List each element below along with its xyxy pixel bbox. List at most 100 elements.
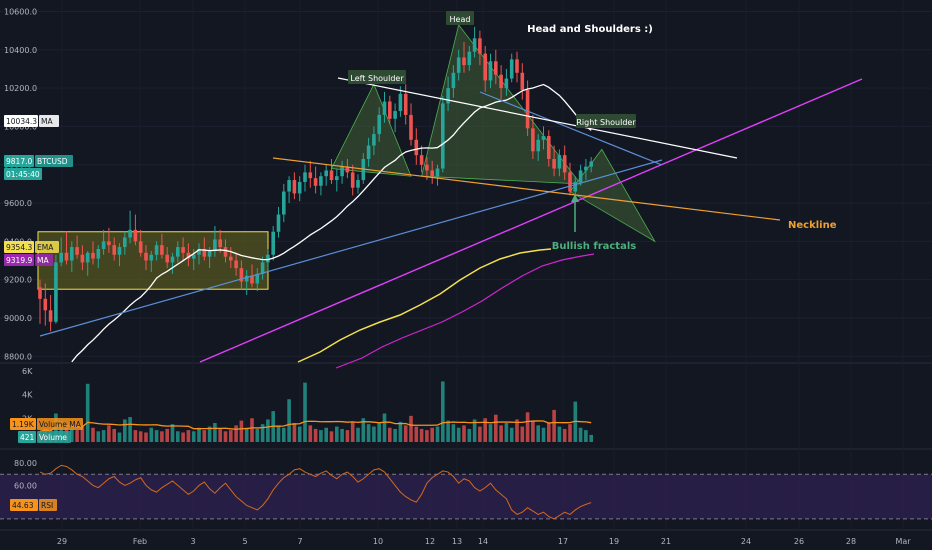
volume-bar bbox=[70, 428, 74, 442]
candle bbox=[38, 279, 42, 324]
candle bbox=[144, 245, 148, 271]
candle-body bbox=[181, 247, 185, 253]
candle bbox=[229, 247, 233, 269]
time-axis: 29 Feb 3 5 7 10 12 13 14 17 19 21 24 26 28 Mar bbox=[57, 537, 911, 546]
candle bbox=[547, 130, 551, 167]
candle bbox=[541, 126, 546, 150]
candle-body bbox=[478, 38, 482, 54]
volume-bar bbox=[441, 381, 445, 442]
volume-bar bbox=[80, 426, 85, 442]
candle bbox=[101, 229, 106, 255]
volume-tag-bg bbox=[18, 431, 36, 443]
candle-body bbox=[504, 78, 509, 89]
candle bbox=[255, 268, 260, 292]
white-trendline bbox=[337, 77, 738, 159]
candle bbox=[138, 229, 143, 257]
volume-bar bbox=[414, 426, 419, 442]
volume-bar bbox=[282, 427, 286, 442]
fractals-label: Bullish fractals bbox=[552, 241, 636, 252]
volume-ma-tag-name-bg bbox=[37, 418, 83, 430]
x-tick-label: 10 bbox=[373, 537, 383, 546]
candle bbox=[589, 157, 593, 173]
candle bbox=[59, 237, 63, 267]
candle bbox=[234, 252, 238, 276]
candle-body bbox=[356, 180, 360, 188]
candle-body bbox=[43, 298, 48, 311]
volume-bar bbox=[292, 423, 297, 442]
volume-bar bbox=[520, 426, 525, 442]
volume-bar bbox=[107, 425, 111, 442]
volume-ma-tag-bg bbox=[10, 418, 36, 430]
volume-bar bbox=[207, 426, 212, 442]
candle bbox=[382, 91, 387, 123]
candle bbox=[186, 243, 191, 267]
volume-bar bbox=[525, 412, 530, 442]
left-shoulder-label-text: Left Shoulder bbox=[350, 74, 404, 83]
candle-body bbox=[123, 237, 127, 248]
candle bbox=[340, 160, 344, 184]
volume-bar bbox=[483, 418, 487, 442]
candle bbox=[509, 53, 514, 83]
x-tick-label: 29 bbox=[57, 537, 67, 546]
candle-body bbox=[75, 247, 79, 255]
ma50-tag-name-bg bbox=[35, 254, 53, 266]
candle bbox=[107, 227, 111, 253]
volume-bar bbox=[85, 383, 90, 442]
volume-bar bbox=[308, 425, 313, 442]
candle bbox=[154, 241, 159, 261]
left-shoulder-shape bbox=[330, 83, 412, 177]
candle bbox=[366, 137, 371, 167]
candle-body bbox=[584, 166, 588, 171]
volume-bar bbox=[244, 427, 249, 442]
candle-body bbox=[138, 241, 143, 253]
volume-bar bbox=[499, 425, 503, 442]
candle bbox=[85, 250, 90, 276]
candle-body bbox=[48, 310, 53, 322]
candle bbox=[313, 166, 318, 194]
candle bbox=[324, 164, 328, 186]
candle-body bbox=[229, 256, 233, 261]
candle-body bbox=[409, 114, 413, 140]
volume-bar bbox=[568, 424, 572, 442]
ema-value-tag: 9354.3 EMA 9319.9 MA bbox=[4, 241, 59, 266]
candle bbox=[419, 145, 424, 173]
volume-bar bbox=[419, 428, 424, 442]
candle-body bbox=[260, 262, 265, 274]
candle-body bbox=[451, 72, 456, 89]
volume-bar bbox=[266, 419, 270, 442]
ma50-tag-value: 9319.9 bbox=[6, 256, 32, 265]
ema-tag-value: 9354.3 bbox=[6, 243, 32, 252]
candle-body bbox=[234, 260, 238, 269]
x-tick-label: 14 bbox=[478, 537, 488, 546]
volume-bar bbox=[403, 425, 408, 442]
candle-body bbox=[377, 114, 381, 135]
ma-white-line bbox=[71, 83, 592, 363]
candle bbox=[531, 114, 535, 159]
candle-body bbox=[499, 74, 503, 89]
volume-bar bbox=[181, 432, 185, 442]
volume-bar bbox=[154, 430, 159, 442]
candle-body bbox=[467, 51, 472, 66]
symbol-tag-bg bbox=[35, 155, 73, 167]
volume-bar bbox=[382, 413, 387, 442]
volume-bar bbox=[557, 426, 562, 442]
right-shoulder-label: Right Shoulder bbox=[576, 114, 636, 128]
candle-body bbox=[520, 72, 525, 91]
candle-body bbox=[160, 245, 164, 255]
candle-body bbox=[552, 158, 556, 169]
candle-body bbox=[213, 239, 217, 251]
candle-body bbox=[149, 254, 154, 261]
head-label-text: Head bbox=[450, 15, 471, 24]
y-tick-label: 10600.0 bbox=[4, 7, 37, 16]
y-tick-label: 9600.0 bbox=[4, 199, 32, 208]
candle-body bbox=[85, 252, 90, 263]
volume-bar bbox=[324, 427, 328, 442]
volume-bar bbox=[218, 428, 222, 442]
candle-body bbox=[282, 191, 286, 215]
volume-bar bbox=[255, 428, 260, 442]
y-tick-label: 9200.0 bbox=[4, 276, 32, 285]
volume-bar bbox=[287, 399, 291, 442]
volume-bar bbox=[313, 428, 318, 442]
ema-tag-name: EMA bbox=[37, 243, 54, 252]
candle-body bbox=[568, 172, 572, 192]
